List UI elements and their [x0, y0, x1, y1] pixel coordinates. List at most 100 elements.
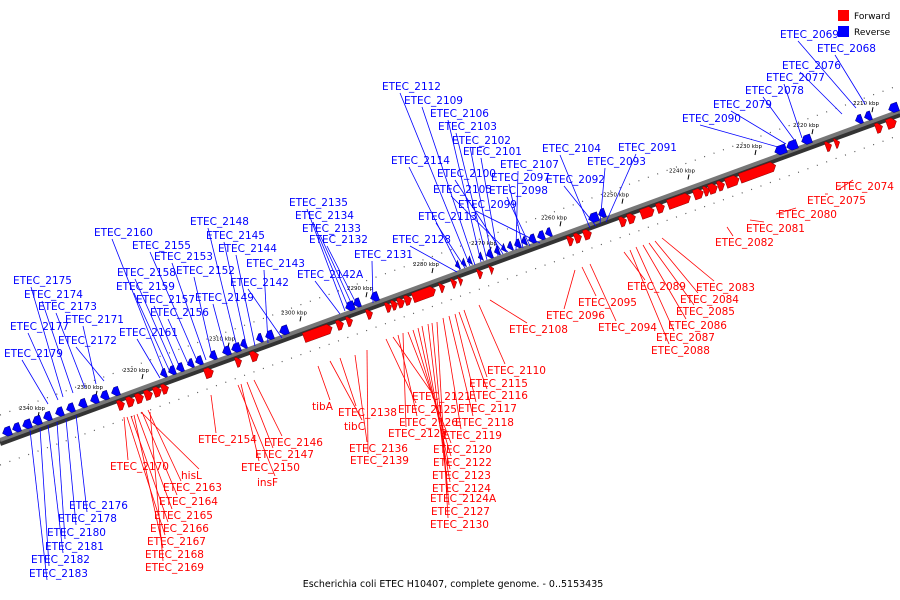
reverse-leader-line-5	[75, 414, 88, 513]
reverse-gene-label-59: ETEC_2068	[817, 43, 876, 55]
forward-gene-arrow-12	[364, 309, 373, 320]
reverse-leader-line-35	[408, 166, 461, 271]
reverse-leader-line-8	[30, 286, 64, 398]
forward-leader-line-25	[417, 327, 451, 470]
scale-tick-mark	[871, 107, 874, 113]
forward-leader-line-8	[149, 411, 164, 562]
reverse-leader-line-11	[82, 325, 97, 385]
scale-tick-label: 2260 kbp	[541, 215, 567, 221]
scale-tick-mark	[141, 373, 144, 380]
scale-tick-label: 2240 kbp	[669, 168, 695, 174]
forward-leader-line-32	[454, 313, 477, 403]
forward-gene-label-42: ETEC_2087	[656, 332, 715, 344]
reverse-gene-label-32: ETEC_2132	[309, 234, 368, 246]
forward-gene-label-16: ETEC_2138	[338, 407, 397, 419]
forward-gene-label-27: ETEC_2124A	[430, 493, 497, 505]
forward-gene-arrow-32	[701, 185, 710, 197]
reverse-leader-line-4	[65, 418, 77, 526]
reverse-leader-line-33	[371, 260, 374, 304]
reverse-gene-arrow-37	[537, 230, 546, 241]
reverse-leader-line-48	[475, 210, 541, 244]
forward-gene-label-34: ETEC_2115	[469, 378, 528, 390]
reverse-leader-line-27	[247, 288, 283, 339]
reverse-leader-line-19	[149, 251, 199, 364]
reverse-gene-label-51: ETEC_2093	[587, 156, 646, 168]
forward-gene-arrow-21	[475, 268, 483, 280]
reverse-gene-arrow-27	[460, 257, 468, 268]
forward-leader-line-20	[392, 336, 431, 391]
forward-leader-line-36	[489, 299, 528, 324]
forward-leader-line-45	[654, 240, 699, 294]
forward-gene-arrow-18	[437, 282, 445, 294]
scale-tick-mark	[299, 316, 302, 322]
reverse-leader-line-44	[450, 195, 509, 253]
reverse-gene-arrow-23	[345, 300, 356, 312]
reverse-gene-label-35: ETEC_2114	[391, 155, 450, 167]
forward-gene-arrow-17	[410, 286, 436, 304]
forward-leader-line-24	[412, 329, 452, 457]
reverse-leader-line-17	[153, 305, 181, 369]
reverse-gene-label-57: ETEC_2076	[782, 60, 841, 72]
reverse-leader-line-57	[799, 71, 843, 115]
forward-gene-label-15: tibC	[344, 421, 365, 433]
forward-leader-line-51	[837, 179, 854, 191]
reverse-gene-label-22: ETEC_2149	[195, 292, 254, 304]
reverse-gene-label-44: ETEC_2105	[433, 184, 492, 196]
reverse-gene-label-30: ETEC_2134	[295, 210, 354, 222]
reverse-leader-line-34	[409, 245, 458, 273]
reverse-leader-line-21	[193, 276, 213, 357]
forward-gene-label-5: ETEC_2166	[150, 523, 209, 535]
reverse-gene-label-34: ETEC_2128	[392, 234, 451, 246]
legend-reverse-label: Reverse	[854, 28, 891, 38]
forward-leader-line-33	[458, 311, 488, 390]
reverse-gene-label-4: ETEC_2178	[58, 513, 117, 525]
legend: Forward Reverse	[838, 10, 891, 38]
scale-tick-label: 2330 kbp	[77, 385, 103, 391]
forward-leader-line-10	[253, 379, 283, 437]
reverse-gene-label-6: ETEC_2179	[4, 348, 63, 360]
reverse-leader-line-30	[312, 221, 350, 310]
forward-leader-line-34	[463, 309, 488, 378]
forward-leader-line-23	[407, 331, 452, 444]
forward-gene-arrow-8	[248, 350, 259, 363]
reverse-leader-line-26	[263, 269, 269, 344]
forward-gene-label-35: ETEC_2110	[487, 365, 546, 377]
reverse-gene-arrow-46	[888, 101, 900, 113]
forward-leader-line-0	[123, 416, 129, 461]
forward-gene-arrow-36	[737, 161, 776, 184]
forward-gene-label-48: ETEC_2081	[746, 223, 805, 235]
forward-gene-arrow-16	[402, 294, 412, 306]
forward-leader-line-46	[661, 237, 715, 282]
forward-gene-arrow-26	[617, 216, 627, 228]
scale-tick-label: 2270 kbp	[471, 241, 497, 247]
label-leader-lines	[21, 40, 866, 581]
forward-gene-label-11: ETEC_2147	[255, 449, 314, 461]
reverse-leader-line-49	[559, 154, 591, 229]
forward-gene-label-18: ETEC_2139	[350, 455, 409, 467]
forward-gene-arrow-24	[572, 232, 582, 244]
forward-leader-line-31	[448, 315, 474, 417]
reverse-gene-arrow-43	[801, 133, 813, 145]
forward-leader-line-2	[147, 409, 182, 482]
reverse-gene-label-3: ETEC_2180	[47, 527, 106, 539]
forward-leader-line-49	[775, 207, 797, 215]
forward-gene-label-43: ETEC_2086	[668, 320, 727, 332]
forward-gene-label-6: ETEC_2167	[147, 536, 206, 548]
forward-leader-line-12	[240, 383, 260, 462]
reverse-gene-arrow-18	[231, 341, 242, 353]
reverse-gene-arrow-20	[256, 332, 264, 343]
reverse-gene-label-50: ETEC_2092	[546, 174, 605, 186]
forward-leader-line-43	[642, 244, 687, 320]
reverse-gene-arrow-22	[279, 324, 290, 336]
forward-gene-arrow-7	[233, 357, 242, 368]
reverse-leader-line-13	[136, 338, 161, 379]
forward-gene-arrow-9	[301, 323, 333, 343]
reverse-gene-label-9: ETEC_2174	[24, 289, 83, 301]
forward-gene-label-17: ETEC_2136	[349, 443, 408, 455]
forward-leader-line-7	[133, 414, 164, 549]
forward-gene-arrow-11	[344, 316, 353, 328]
forward-gene-label-19: ETEC_2125	[398, 404, 457, 416]
